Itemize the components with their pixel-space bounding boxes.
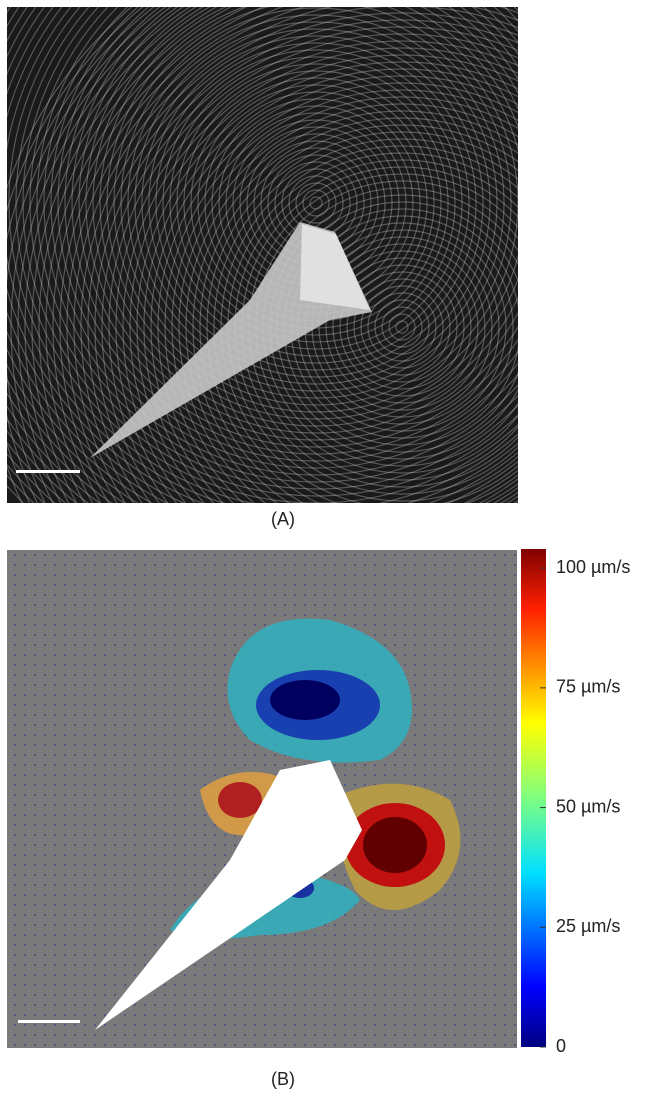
colorbar-tick-label: 0: [556, 1036, 566, 1056]
streak: [115, 40, 518, 503]
velocity-image: [7, 550, 517, 1048]
streak: [31, 7, 218, 503]
streak: [99, 7, 518, 420]
streak: [213, 138, 518, 503]
streak: [302, 189, 330, 217]
streak: [45, 7, 248, 503]
streak: [185, 110, 518, 503]
streak: [143, 68, 518, 503]
streak: [71, 7, 518, 448]
streak: [309, 196, 323, 210]
streak: [155, 42, 477, 364]
streak: [73, 7, 518, 503]
streak: [318, 243, 486, 411]
streak: [80, 7, 518, 503]
colorbar: [521, 549, 546, 1047]
streak: [120, 7, 512, 399]
streak: [346, 271, 458, 383]
streak: [92, 7, 518, 427]
panel-label: (A): [271, 509, 295, 529]
streak: [106, 7, 518, 413]
streak: [129, 54, 518, 503]
streak: [66, 7, 518, 503]
streak: [220, 145, 518, 503]
streak: [206, 131, 518, 503]
streak: [148, 35, 484, 371]
streak: [24, 7, 204, 503]
streak: [388, 313, 416, 341]
streak: [367, 292, 437, 362]
streak: [183, 70, 449, 336]
colorbar-tick-label: 25 µm/s: [556, 916, 620, 936]
streak: [8, 7, 518, 503]
streak: [374, 299, 430, 355]
streak: [22, 7, 518, 497]
streak: [108, 33, 518, 503]
streak: [17, 7, 192, 503]
panel-label: (B): [271, 1069, 295, 1089]
streak: [59, 7, 284, 503]
streak: [176, 63, 456, 343]
streak: [381, 306, 423, 348]
streak-image: [7, 7, 518, 503]
streak: [134, 21, 498, 385]
streak: [64, 7, 518, 455]
streak: [122, 47, 518, 503]
streak: [339, 264, 465, 390]
streak: [325, 250, 479, 404]
streak: [50, 7, 518, 469]
streak: [150, 75, 518, 503]
streak: [85, 7, 518, 434]
streak: [162, 49, 470, 357]
streak: [36, 7, 518, 483]
streak: [360, 285, 444, 369]
streak: [113, 7, 518, 406]
streak: [10, 7, 179, 503]
streak: [136, 61, 518, 503]
streak: [38, 7, 233, 503]
streak: [169, 56, 463, 350]
streak: [15, 7, 518, 503]
streak: [295, 182, 337, 224]
streak: [199, 124, 518, 503]
streak: [141, 28, 491, 378]
colorbar-tick-label: 100 µm/s: [556, 557, 630, 577]
streak: [29, 7, 518, 490]
streak: [87, 12, 518, 503]
streak: [57, 7, 518, 462]
streak: [178, 103, 518, 503]
colorbar-tick-label: 50 µm/s: [556, 796, 620, 816]
streak: [353, 278, 451, 376]
streak: [94, 19, 518, 503]
streak: [52, 7, 265, 503]
streak: [164, 89, 518, 503]
streak: [171, 96, 518, 503]
streak: [78, 7, 518, 441]
colorbar-tick-label: 75 µm/s: [556, 677, 620, 697]
streak: [43, 7, 518, 476]
streak: [101, 26, 518, 503]
streak: [192, 117, 518, 503]
streak: [332, 257, 472, 397]
streak: [157, 82, 518, 503]
streak: [395, 320, 409, 334]
streak: [127, 14, 505, 392]
